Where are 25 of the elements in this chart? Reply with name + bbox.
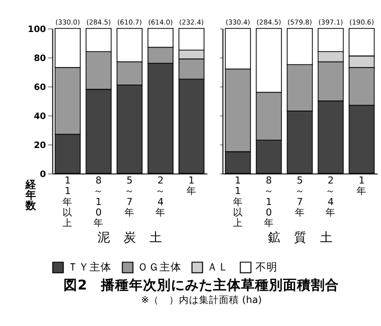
y-tick-label: 0	[40, 170, 46, 180]
x-tick-label: 1年	[356, 176, 367, 198]
x-tick-label: 5～7年	[124, 176, 135, 219]
text: ※（ ）内は集計面積 (ha)	[141, 294, 262, 306]
legend-label: ＯＧ主体	[137, 260, 182, 274]
x-axis-title: 泥 炭 土	[98, 230, 163, 245]
y-tick-label: 60	[34, 82, 46, 93]
y-tick-label: 40	[34, 112, 46, 122]
x-axis-title: 鉱 質 土	[268, 230, 333, 245]
x-tick-label: 11年以上	[232, 176, 243, 230]
x-tick-label: 8～10年	[94, 176, 104, 230]
legend-label: ＴＹ主体	[68, 260, 112, 274]
x-tick-label: 8～10年	[264, 176, 274, 230]
x-tick-label: 5～7年	[294, 176, 305, 219]
x-tick-label: 2～4年	[326, 176, 336, 219]
text: 図2 播種年次別にみた主体草種別面積割合	[64, 276, 340, 294]
x-tick-label: 11年以上	[62, 176, 73, 230]
x-tick-label: 2～4年	[156, 176, 166, 219]
legend-label: 不明	[255, 260, 278, 274]
legend-label: ＡＬ	[206, 260, 229, 274]
y-tick-label: 100	[28, 24, 46, 35]
x-tick-label: 1年	[186, 176, 196, 198]
y-tick-label: 20	[34, 140, 46, 151]
text: 経年数	[24, 178, 38, 212]
y-tick-label: 80	[34, 54, 46, 64]
